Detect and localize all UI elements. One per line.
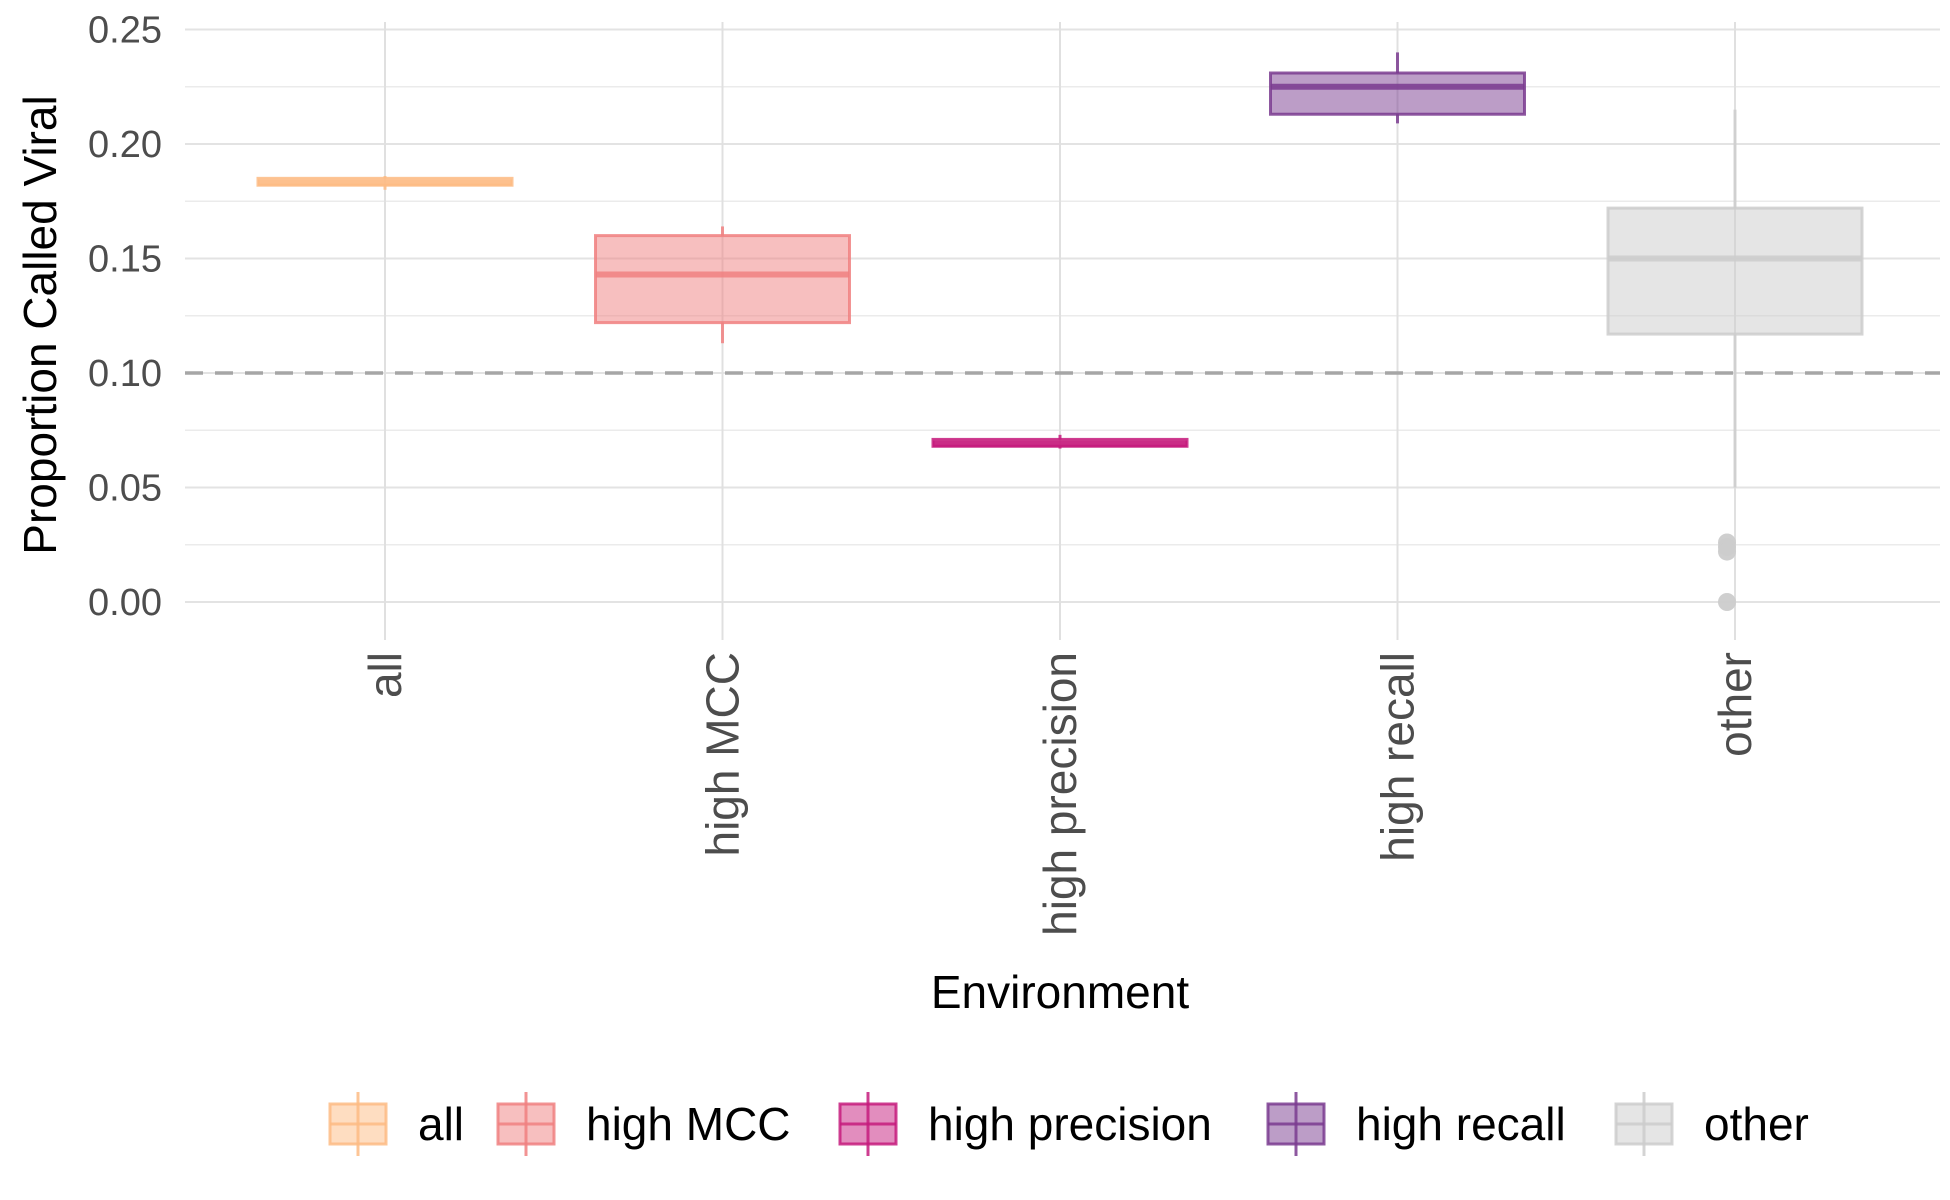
legend: all high MCC high precision high recall othe…: [328, 1092, 1809, 1156]
boxes: [256, 52, 1864, 611]
x-tick-label: high MCC: [697, 652, 749, 857]
box-body: [1606, 206, 1864, 336]
legend-label: high recall: [1356, 1098, 1566, 1150]
outlier-point: [1718, 542, 1736, 561]
box-high-precision: [931, 434, 1189, 449]
box-other: [1606, 109, 1864, 611]
legend-item-high-precision: high precision: [838, 1092, 1212, 1156]
y-tick-label: 0.20: [88, 124, 162, 166]
x-tick-label: other: [1709, 652, 1761, 757]
legend-label: other: [1704, 1098, 1809, 1150]
legend-item-high-recall: high recall: [1266, 1092, 1566, 1156]
box-body: [1269, 71, 1526, 116]
box-high-mcc: [594, 226, 851, 344]
legend-label: high precision: [928, 1098, 1212, 1150]
box-body: [594, 234, 851, 325]
x-tick-label: all: [359, 652, 411, 698]
legend-item-all: all: [328, 1092, 464, 1156]
y-tick-label: 0.25: [88, 10, 162, 52]
x-axis-ticks: all high MCC high precision high recall othe…: [359, 652, 1761, 936]
y-axis-title: Proportion Called Viral: [14, 95, 66, 554]
legend-label: high MCC: [586, 1098, 791, 1150]
legend-label: all: [418, 1098, 464, 1150]
y-axis-ticks: 0.00 0.05 0.10 0.15 0.20 0.25: [88, 10, 162, 625]
legend-item-high-mcc: high MCC: [496, 1092, 791, 1156]
y-tick-label: 0.15: [88, 239, 162, 281]
y-tick-label: 0.10: [88, 353, 162, 395]
box-high-recall: [1269, 52, 1526, 124]
y-tick-label: 0.00: [88, 582, 162, 624]
y-tick-label: 0.05: [88, 468, 162, 510]
legend-item-other: other: [1614, 1092, 1809, 1156]
x-tick-label: high recall: [1372, 652, 1424, 862]
x-axis-title: Environment: [931, 966, 1189, 1018]
outlier-point: [1718, 593, 1736, 611]
x-tick-label: high precision: [1034, 652, 1086, 936]
box-all: [256, 176, 514, 190]
